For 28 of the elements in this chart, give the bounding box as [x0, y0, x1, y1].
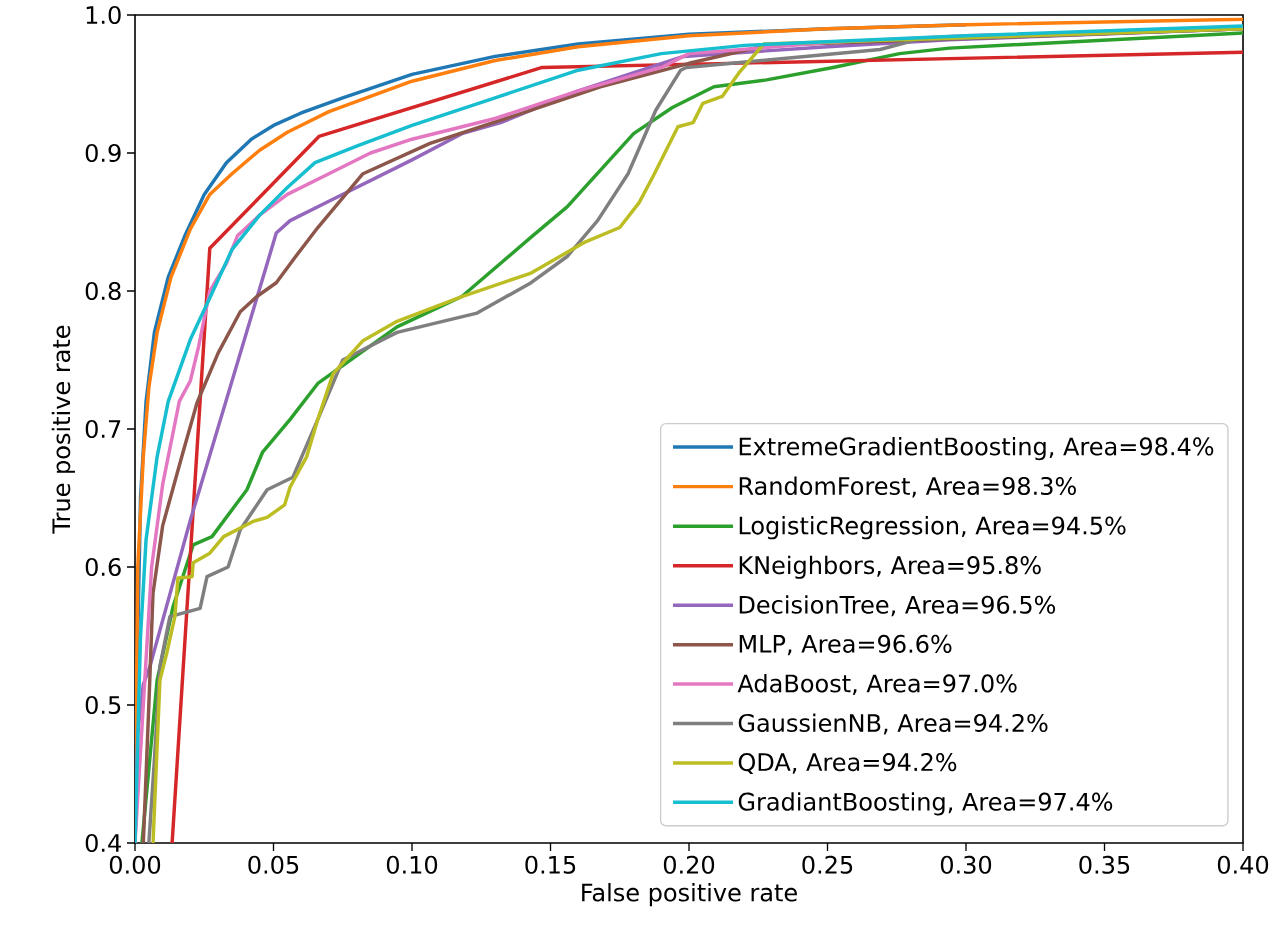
x-tick-label: 0.00: [109, 855, 161, 874]
x-tick-label: 0.40: [1217, 855, 1269, 874]
x-tick-label: 0.10: [386, 855, 438, 874]
x-tick-label: 0.20: [663, 855, 715, 874]
x-axis-title: False positive rate: [582, 883, 797, 907]
y-tick-label: 0.5: [85, 695, 121, 715]
legend-label: MLP, Area=96.6%: [739, 634, 952, 656]
legend-label: ExtremeGradientBoosting, Area=98.4%: [739, 436, 1214, 461]
legend-label: KNeighbors, Area=95.8%: [739, 555, 1041, 579]
y-tick-label: 0.4: [85, 833, 121, 853]
legend-label: DecisionTree, Area=96.5%: [739, 595, 1056, 617]
x-tick-label: 0.35: [1079, 855, 1130, 874]
legend-label: AdaBoost, Area=97.0%: [737, 673, 1017, 695]
y-tick-label: 0.7: [85, 419, 121, 439]
legend-label: GaussienNB, Area=94.2%: [738, 713, 1048, 735]
x-tick-label: 0.30: [940, 855, 992, 874]
y-axis-title: True positive rate: [51, 325, 75, 534]
legend-label: GradiantBoosting, Area=97.4%: [738, 792, 1113, 816]
x-tick-label: 0.25: [802, 855, 853, 874]
y-tick-label: 1.0: [86, 5, 121, 25]
y-tick-label: 0.6: [85, 557, 121, 577]
y-tick-label: 0.8: [85, 281, 121, 301]
legend-label: QDA, Area=94.2%: [738, 753, 957, 774]
y-tick-label: 0.9: [85, 143, 121, 163]
x-tick-label: 0.05: [248, 855, 299, 874]
x-tick-label: 0.15: [525, 855, 576, 874]
legend-label: RandomForest, Area=98.3%: [739, 476, 1076, 498]
legend-label: LogisticRegression, Area=94.5%: [739, 516, 1126, 540]
